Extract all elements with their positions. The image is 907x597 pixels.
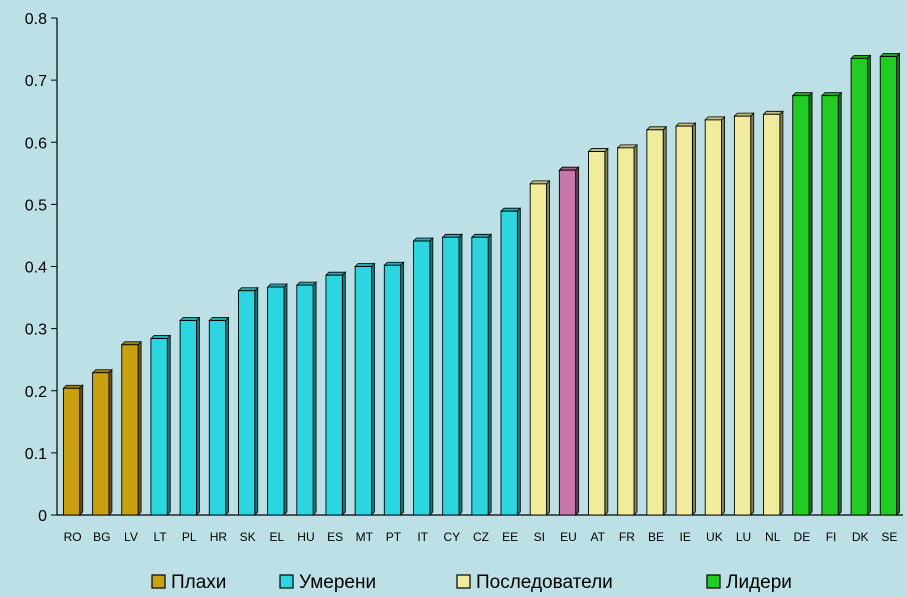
legend-item-moderate: Умерени (279, 572, 376, 593)
legend-label: Умерени (299, 572, 376, 593)
bar-hr (208, 316, 230, 516)
bar-ro (62, 384, 84, 516)
y-tick-label: 0.8 (25, 11, 47, 28)
x-tick-label: FR (619, 530, 635, 544)
x-tick-label: PT (386, 530, 402, 544)
legend-item-leader: Лидери (706, 572, 792, 593)
x-tick-label: IT (417, 530, 428, 544)
x-tick-label: MT (356, 530, 374, 544)
x-tick-label: HU (297, 530, 314, 544)
x-tick-label: SE (881, 530, 897, 544)
x-tick-label: ES (327, 530, 343, 544)
bar-se (879, 52, 901, 516)
legend-swatch (279, 574, 294, 589)
x-tick-label: EL (269, 530, 284, 544)
bar-bg (91, 368, 113, 516)
bar-pl (179, 316, 201, 516)
x-tick-label: RO (64, 530, 82, 544)
x-tick-label: SK (240, 530, 256, 544)
x-tick-label: PL (182, 530, 197, 544)
x-tick-label: LV (124, 530, 138, 544)
legend-label: Лидери (726, 572, 792, 593)
legend-label: Последователи (476, 572, 613, 593)
legend-swatch (706, 574, 721, 589)
bar-uk (704, 115, 726, 516)
x-tick-label: AT (590, 530, 605, 544)
bar-de (791, 91, 814, 516)
x-tick-label: HR (210, 530, 228, 544)
x-tick-label: DK (852, 530, 869, 544)
bar-nl (762, 110, 784, 516)
bar-eu (558, 166, 580, 516)
x-tick-label: FI (826, 530, 837, 544)
y-tick-label: 0.1 (25, 446, 47, 463)
bar-ee (500, 207, 522, 516)
bar-dk (850, 54, 872, 516)
y-axis-ticks: 0 0.1 0.2 0.3 0.4 0.5 0.6 0.7 0.8 (25, 11, 57, 525)
bars (62, 52, 901, 516)
y-tick-label: 0.4 (25, 260, 47, 277)
x-tick-label: BG (93, 530, 110, 544)
x-tick-label: DE (794, 530, 811, 544)
x-tick-label: NL (765, 530, 781, 544)
bar-lt (149, 334, 172, 516)
bar-fi (820, 91, 843, 516)
x-tick-label: BE (648, 530, 664, 544)
legend-label: Плахи (171, 572, 226, 593)
y-tick-label: 0 (38, 508, 47, 525)
bar-sk (237, 286, 259, 516)
legend: Плахи Умерени Последователи Лидери (151, 572, 792, 593)
bar-fr (616, 143, 638, 516)
legend-swatch (456, 574, 471, 589)
bar-cz (470, 233, 493, 516)
bar-es (325, 271, 347, 516)
y-tick-label: 0.5 (25, 197, 47, 214)
x-axis-labels: RO BG LV LT PL HR SK EL HU ES MT PT IT CY CZ EE SI EU AT FR… (64, 530, 898, 544)
bar-hu (295, 281, 318, 516)
x-tick-label: CY (443, 530, 460, 544)
bar-lu (733, 112, 755, 516)
bar-mt (354, 262, 376, 516)
bar-pt (383, 261, 405, 516)
x-tick-label: SI (534, 530, 545, 544)
y-tick-label: 0.7 (25, 73, 47, 90)
bar-be (645, 125, 668, 516)
bar-el (266, 283, 288, 516)
bar-at (587, 147, 609, 516)
bar-ie (675, 122, 697, 516)
x-tick-label: CZ (473, 530, 489, 544)
x-tick-label: LT (154, 530, 168, 544)
x-tick-label: EU (560, 530, 577, 544)
x-tick-label: IE (680, 530, 691, 544)
legend-item-follower: Последователи (456, 572, 613, 593)
y-tick-label: 0.2 (25, 384, 47, 401)
x-tick-label: UK (706, 530, 723, 544)
legend-swatch (151, 574, 166, 589)
y-tick-label: 0.6 (25, 135, 47, 152)
x-tick-label: LU (736, 530, 751, 544)
bar-si (529, 179, 551, 516)
y-tick-label: 0.3 (25, 322, 47, 339)
bar-lv (120, 340, 143, 516)
legend-item-weak: Плахи (151, 572, 226, 593)
x-tick-label: EE (502, 530, 518, 544)
bar-it (412, 237, 434, 516)
bar-cy (441, 233, 463, 516)
